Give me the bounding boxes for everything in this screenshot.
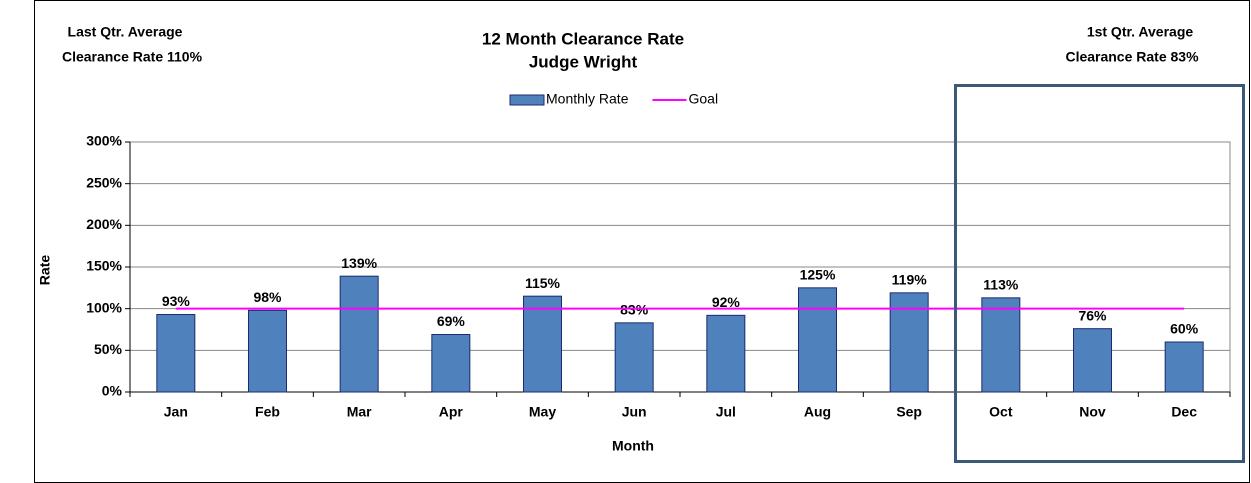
annotation: Last Qtr. Average — [68, 24, 183, 40]
x-tick-label: Feb — [255, 404, 280, 420]
y-axis-label: Rate — [37, 255, 53, 286]
annotation: Clearance Rate 110% — [62, 49, 203, 65]
annotation: 1st Qtr. Average — [1087, 24, 1194, 40]
data-label: 119% — [892, 272, 928, 288]
x-tick-label: Apr — [439, 404, 464, 420]
bar — [798, 287, 837, 393]
highlight-box — [954, 84, 1245, 463]
bar — [523, 295, 562, 393]
x-tick-label: Sep — [896, 404, 922, 420]
data-label: 93% — [162, 293, 191, 309]
bar — [706, 314, 746, 393]
bar — [248, 309, 287, 393]
legend-label: Goal — [688, 91, 718, 107]
y-tick-label: 200% — [86, 216, 122, 232]
data-label: 76% — [1078, 307, 1107, 323]
bar — [1164, 341, 1204, 393]
legend-swatch — [509, 94, 545, 106]
x-axis-label: Month — [612, 438, 654, 454]
data-label: 98% — [253, 289, 282, 305]
bar — [339, 275, 379, 393]
bar — [431, 334, 471, 393]
bar — [1073, 328, 1112, 393]
data-label: 113% — [983, 277, 1019, 293]
y-tick-label: 0% — [102, 383, 123, 399]
y-tick-label: 50% — [94, 341, 123, 357]
x-tick-label: Jan — [164, 404, 188, 420]
bar — [156, 314, 196, 393]
data-label: 69% — [437, 313, 466, 329]
data-label: 115% — [525, 275, 561, 291]
data-label: 139% — [341, 255, 377, 271]
y-tick-label: 150% — [86, 258, 122, 274]
x-tick-label: Aug — [804, 404, 831, 420]
data-label: 60% — [1170, 321, 1199, 337]
x-tick-label: Nov — [1079, 404, 1106, 420]
chart-subtitle: Judge Wright — [529, 52, 638, 71]
annotation: Clearance Rate 83% — [1065, 49, 1199, 65]
bar — [614, 322, 654, 393]
data-label: 92% — [712, 294, 741, 310]
x-tick-label: Jul — [716, 404, 736, 420]
x-tick-label: Dec — [1171, 404, 1197, 420]
legend-label: Monthly Rate — [546, 91, 629, 107]
chart-title: 12 Month Clearance Rate — [482, 29, 684, 48]
x-tick-label: Jun — [622, 404, 647, 420]
y-tick-label: 300% — [86, 133, 122, 149]
x-tick-label: Oct — [989, 404, 1013, 420]
y-tick-label: 250% — [86, 174, 122, 190]
data-label: 125% — [800, 267, 836, 283]
x-tick-label: May — [529, 404, 556, 420]
y-tick-label: 100% — [86, 299, 122, 315]
bar — [981, 297, 1021, 393]
x-tick-label: Mar — [347, 404, 372, 420]
